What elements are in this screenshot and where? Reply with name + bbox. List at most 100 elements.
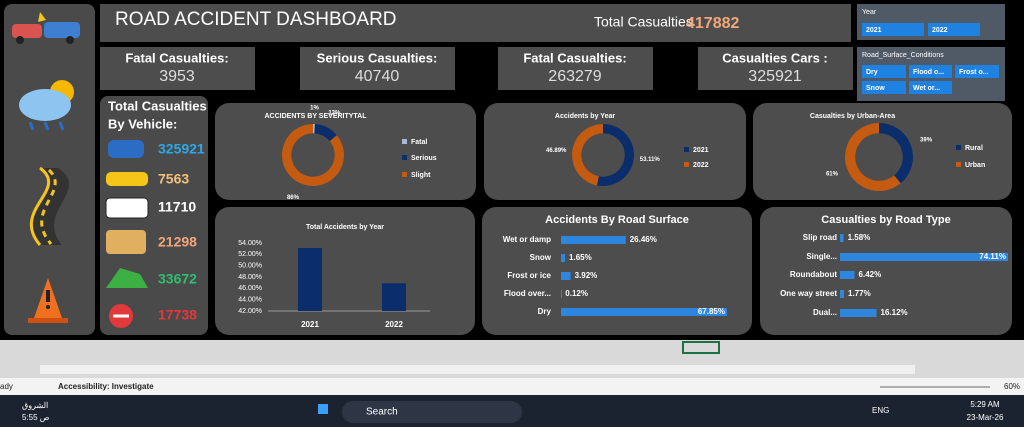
- bar: [561, 272, 571, 280]
- data-label: 61%: [826, 172, 839, 178]
- data-label: 67.85%: [698, 307, 725, 316]
- chart-panel: [753, 103, 1012, 200]
- slicer-item-label[interactable]: 2022: [932, 27, 948, 34]
- y-tick-label: 48.00%: [238, 274, 262, 281]
- vehicle-title: By Vehicle:: [108, 116, 177, 131]
- news[interactable]: الشروق: [22, 401, 48, 410]
- category-label: Snow: [530, 253, 552, 262]
- bar: [840, 234, 844, 242]
- slicer-item[interactable]: [909, 81, 952, 94]
- legend-swatch: [684, 147, 689, 152]
- slicer-item[interactable]: [955, 65, 999, 78]
- search-box[interactable]: [342, 401, 522, 423]
- slicer-item-label[interactable]: Snow: [866, 85, 885, 92]
- bar: [840, 253, 1008, 261]
- road-icon: [29, 166, 70, 246]
- donut-segment: [572, 124, 603, 186]
- vehicle-value: 11710: [158, 199, 196, 215]
- bar: [561, 236, 626, 244]
- y-tick-label: 46.00%: [238, 285, 262, 292]
- kpi-card: [100, 47, 255, 90]
- chart-title: ACCIDENTS BY SEVERITYTAL: [264, 113, 367, 120]
- bar: [561, 308, 727, 316]
- total-label: Total Casualties: [594, 14, 693, 30]
- slicer-item[interactable]: [862, 81, 906, 94]
- data-label: 86%: [287, 195, 300, 201]
- data-label: 13%: [328, 111, 341, 117]
- kpi-value: 40740: [355, 68, 400, 85]
- donut-segment: [845, 123, 901, 192]
- bar: [298, 248, 322, 311]
- legend-swatch: [402, 155, 407, 160]
- slicer-title: Year: [862, 9, 877, 16]
- category-label: Single...: [806, 252, 837, 261]
- chart-panel: [215, 207, 475, 335]
- clock-date: 23-Mar-26: [967, 413, 1004, 422]
- data-label: 46.89%: [546, 148, 567, 154]
- status-ready: ady: [0, 382, 13, 391]
- vehicle-value: 7563: [158, 171, 189, 187]
- y-tick-label: 52.00%: [238, 251, 262, 258]
- weather-icon: [19, 80, 74, 131]
- chart-panel: [215, 103, 476, 200]
- data-label: 0.12%: [565, 289, 588, 298]
- data-label: 1.77%: [848, 289, 871, 298]
- vehicle-icons: [105, 140, 149, 328]
- language: ENG: [872, 406, 889, 415]
- data-label: 16.12%: [881, 308, 908, 317]
- clock-time: 5:29 AM: [970, 400, 1000, 409]
- legend-swatch: [956, 145, 961, 150]
- search: Search: [366, 407, 398, 418]
- bar: [561, 254, 566, 262]
- slicer-item[interactable]: [862, 65, 906, 78]
- legend-swatch: [956, 162, 961, 167]
- category-label: Slip road: [803, 233, 837, 242]
- kpi-label: Casualties Cars :: [722, 50, 828, 65]
- kpi-card: [698, 47, 853, 90]
- x-tick-label: 2021: [301, 320, 319, 329]
- slicer-item-label[interactable]: Dry: [866, 69, 878, 76]
- slicer-item[interactable]: [862, 23, 924, 36]
- bar: [840, 290, 845, 298]
- slicer-item[interactable]: [928, 23, 980, 36]
- donut-segment: [596, 124, 635, 186]
- slicer-item-label[interactable]: Flood o...: [913, 69, 944, 76]
- x-tick-label: 2022: [385, 320, 403, 329]
- zoom: 60%: [1004, 382, 1020, 391]
- slicer-item-label[interactable]: Frost o...: [959, 69, 989, 76]
- kpi-card: [498, 47, 653, 90]
- accessibility[interactable]: Accessibility: Investigate: [58, 382, 154, 391]
- bar: [840, 309, 877, 317]
- vehicle-title: Total Casualties: [108, 98, 207, 113]
- total-value: 417882: [686, 15, 739, 32]
- data-label: 74.11%: [979, 252, 1006, 261]
- category-label: One way street: [780, 289, 837, 298]
- kpi-label: Serious Casualties:: [317, 50, 438, 65]
- data-label: 1.65%: [569, 253, 592, 262]
- data-label: 53.11%: [640, 157, 661, 163]
- category-label: Flood over...: [504, 289, 551, 298]
- legend-swatch: [684, 162, 689, 167]
- crash-icon: [12, 12, 80, 44]
- chart-title: Accidents By Road Surface: [545, 214, 689, 226]
- slicer-item[interactable]: [909, 65, 952, 78]
- category-label: Roundabout: [790, 270, 837, 279]
- start-button[interactable]: [318, 404, 328, 414]
- legend-label: Urban: [965, 162, 985, 169]
- donut-segment: [313, 124, 315, 134]
- vehicle-value: 33672: [158, 271, 197, 287]
- slicer-item-label[interactable]: Wet or...: [913, 85, 940, 92]
- cone-icon: [28, 278, 68, 323]
- slicer-item-label[interactable]: 2021: [866, 27, 882, 34]
- data-label: 39%: [920, 138, 933, 144]
- y-tick-label: 50.00%: [238, 263, 262, 270]
- kpi-label: Fatal Casualties:: [125, 50, 228, 65]
- category-label: Wet or damp: [503, 235, 551, 244]
- y-tick-label: 44.00%: [238, 297, 262, 304]
- scrollbar: [40, 365, 915, 374]
- legend-label: 2021: [693, 147, 709, 154]
- chart-panel: [484, 103, 746, 200]
- donut-segment: [879, 123, 913, 184]
